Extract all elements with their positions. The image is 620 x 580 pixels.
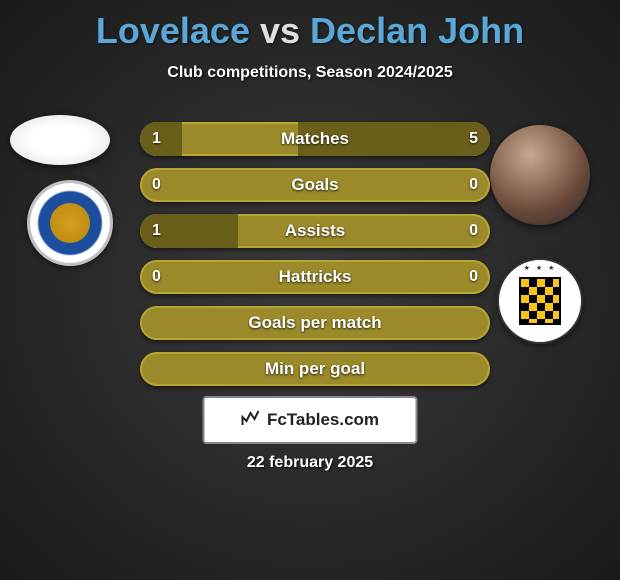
snapshot-date: 22 february 2025 [0, 454, 620, 472]
player1-club-badge [27, 180, 113, 266]
stat-row: Min per goal [140, 352, 490, 386]
stat-label: Assists [140, 214, 490, 248]
logo-text: FcTables.com [267, 410, 379, 430]
stat-label: Goals [140, 168, 490, 202]
player2-avatar [490, 125, 590, 225]
stat-label: Matches [140, 122, 490, 156]
vs-separator: vs [260, 10, 300, 51]
player2-club-badge [497, 258, 583, 344]
stat-label: Hattricks [140, 260, 490, 294]
stat-label: Min per goal [140, 352, 490, 386]
stat-row: Goals per match [140, 306, 490, 340]
stat-row: 00Hattricks [140, 260, 490, 294]
comparison-title: Lovelace vs Declan John [0, 0, 620, 52]
stat-row: 15Matches [140, 122, 490, 156]
player2-name: Declan John [310, 10, 524, 51]
player1-name: Lovelace [96, 10, 250, 51]
stat-row: 00Goals [140, 168, 490, 202]
stat-label: Goals per match [140, 306, 490, 340]
fctables-logo: FcTables.com [203, 396, 418, 444]
player1-avatar [10, 115, 110, 165]
stat-row: 10Assists [140, 214, 490, 248]
stats-container: 15Matches 00Goals 10Assists 00Hattricks Goal… [140, 122, 490, 398]
subtitle: Club competitions, Season 2024/2025 [0, 64, 620, 82]
logo-icon [241, 409, 261, 432]
